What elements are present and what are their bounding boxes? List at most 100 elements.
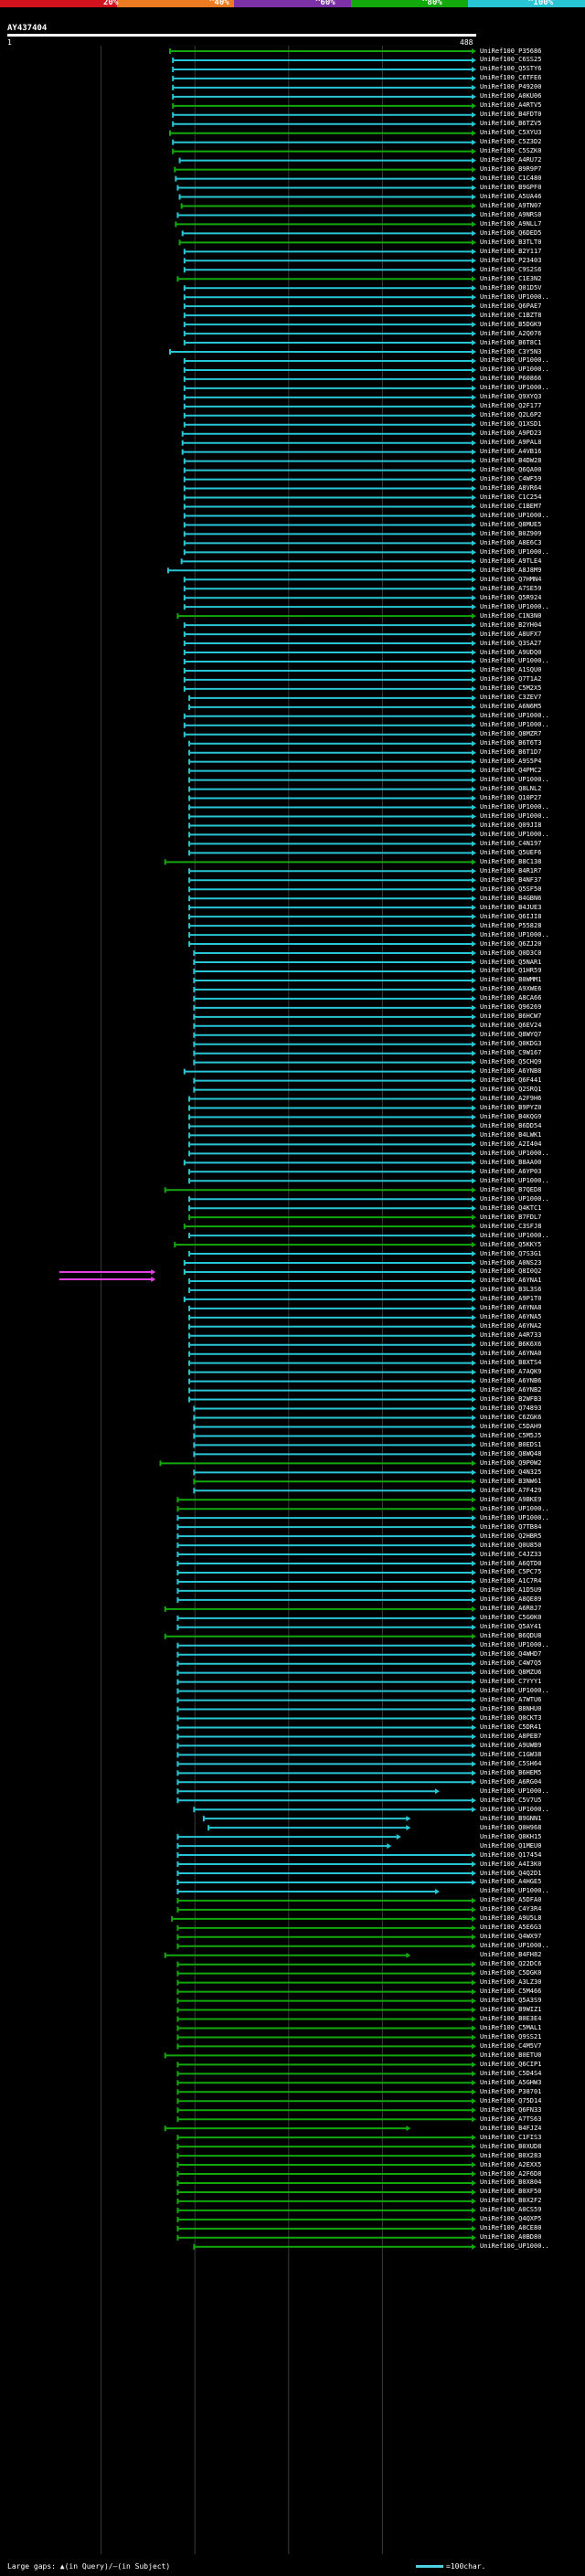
- hit-bar[interactable]: [183, 522, 476, 528]
- hit-label[interactable]: UniRef100_B0ETU0: [480, 2051, 542, 2059]
- hit-label[interactable]: UniRef100_A5DFA0: [480, 1896, 542, 1904]
- hit-label[interactable]: UniRef100_C1BZT8: [480, 311, 542, 319]
- hit-bar[interactable]: [188, 1378, 476, 1384]
- hit-bar[interactable]: [174, 1242, 476, 1248]
- hit-label[interactable]: UniRef100_C3SFJ8: [480, 1222, 542, 1230]
- hit-label[interactable]: UniRef100_B0EDS1: [480, 1440, 542, 1448]
- hit-label[interactable]: UniRef100_C1N3N0: [480, 611, 542, 620]
- hit-label[interactable]: UniRef100_C4WF59: [480, 475, 542, 483]
- hit-label[interactable]: UniRef100_Q4QXP5: [480, 2215, 542, 2223]
- hit-bar[interactable]: [176, 1497, 476, 1503]
- hit-bar[interactable]: [176, 1852, 476, 1859]
- hit-label[interactable]: UniRef100_Q10P27: [480, 794, 542, 802]
- hit-label[interactable]: UniRef100_Q5SF50: [480, 885, 542, 893]
- hit-label[interactable]: UniRef100_UP1000..: [480, 721, 549, 729]
- hit-label[interactable]: UniRef100_Q0U850: [480, 1541, 542, 1549]
- hit-label[interactable]: UniRef100_B2YH04: [480, 620, 542, 629]
- hit-label[interactable]: UniRef100_C6ZGK6: [480, 1414, 542, 1421]
- hit-bar[interactable]: [188, 813, 476, 820]
- hit-bar[interactable]: [183, 258, 476, 264]
- hit-label[interactable]: UniRef100_UP1000..: [480, 1149, 549, 1157]
- hit-label[interactable]: UniRef100_A6R8J7: [480, 1605, 542, 1613]
- hit-bar[interactable]: [193, 1479, 476, 1485]
- hit-bar[interactable]: [188, 1141, 476, 1148]
- hit-label[interactable]: UniRef100_Q6FN33: [480, 2105, 542, 2114]
- hit-bar[interactable]: [183, 1268, 476, 1275]
- hit-label[interactable]: UniRef100_B6T6T3: [480, 739, 542, 747]
- hit-label[interactable]: UniRef100_A4RU72: [480, 156, 542, 164]
- hit-bar[interactable]: [176, 1961, 476, 1967]
- hit-label[interactable]: UniRef100_UP1000..: [480, 1231, 549, 1239]
- hit-bar[interactable]: [183, 504, 476, 510]
- hit-label[interactable]: UniRef100_UP1000..: [480, 1513, 549, 1521]
- hit-bar[interactable]: [183, 249, 476, 255]
- hit-label[interactable]: UniRef100_A4HGE5: [480, 1878, 542, 1886]
- hit-bar[interactable]: [178, 157, 476, 164]
- hit-label[interactable]: UniRef100_B2Y117: [480, 247, 542, 255]
- hit-label[interactable]: UniRef100_B3L3S6: [480, 1286, 542, 1294]
- hit-label[interactable]: UniRef100_B6T1D7: [480, 748, 542, 757]
- hit-label[interactable]: UniRef100_Q3SA27: [480, 639, 542, 647]
- hit-bar[interactable]: [193, 986, 476, 992]
- hit-bar[interactable]: [193, 2243, 476, 2250]
- hit-label[interactable]: UniRef100_C1C480: [480, 175, 542, 183]
- hit-bar[interactable]: [193, 1013, 476, 1020]
- hit-label[interactable]: UniRef100_C4N197: [480, 839, 542, 847]
- hit-bar[interactable]: [176, 613, 476, 620]
- hit-bar[interactable]: [176, 1697, 476, 1703]
- hit-bar[interactable]: [188, 822, 476, 829]
- hit-bar[interactable]: [183, 1068, 476, 1075]
- hit-bar[interactable]: [172, 93, 476, 100]
- hit-label[interactable]: UniRef100_Q7T1A2: [480, 675, 542, 684]
- hit-label[interactable]: UniRef100_A9U5L8: [480, 1914, 542, 1923]
- hit-label[interactable]: UniRef100_C5M466: [480, 1988, 542, 1996]
- hit-bar[interactable]: [164, 2125, 411, 2132]
- hit-label[interactable]: UniRef100_C3Y5N3: [480, 347, 542, 355]
- hit-bar[interactable]: [183, 403, 476, 409]
- hit-bar[interactable]: [183, 667, 476, 673]
- hit-label[interactable]: UniRef100_B4JUE3: [480, 903, 542, 911]
- hit-label[interactable]: UniRef100_C5SZK0: [480, 147, 542, 155]
- hit-bar[interactable]: [176, 1743, 476, 1749]
- hit-bar[interactable]: [193, 1032, 476, 1038]
- hit-bar[interactable]: [188, 1096, 476, 1102]
- hit-label[interactable]: UniRef100_Q4WHD7: [480, 1650, 542, 1659]
- hit-bar[interactable]: [172, 148, 476, 154]
- hit-bar[interactable]: [188, 1287, 476, 1293]
- hit-label[interactable]: UniRef100_A0NS23: [480, 1258, 542, 1267]
- hit-label[interactable]: UniRef100_UP1000..: [480, 1805, 549, 1813]
- hit-bar[interactable]: [159, 1460, 476, 1467]
- hit-bar[interactable]: [183, 285, 476, 292]
- hit-label[interactable]: UniRef100_B0X283: [480, 2151, 542, 2159]
- hit-label[interactable]: UniRef100_UP1000..: [480, 1641, 549, 1649]
- hit-label[interactable]: UniRef100_A7AQK9: [480, 1368, 542, 1376]
- hit-bar[interactable]: [188, 886, 476, 893]
- hit-label[interactable]: UniRef100_Q4Q2D1: [480, 1869, 542, 1877]
- hit-label[interactable]: UniRef100_Q6IJI8: [480, 912, 542, 920]
- hit-label[interactable]: UniRef100_Q5NAR1: [480, 958, 542, 966]
- hit-label[interactable]: UniRef100_Q6ZJ20: [480, 939, 542, 948]
- hit-bar[interactable]: [188, 1233, 476, 1239]
- hit-label[interactable]: UniRef100_C1E3N2: [480, 274, 542, 282]
- hit-label[interactable]: UniRef100_C4M5V7: [480, 2041, 542, 2050]
- hit-bar[interactable]: [188, 914, 476, 920]
- hit-label[interactable]: UniRef100_P60866: [480, 375, 542, 383]
- hit-label[interactable]: UniRef100_Q1XSD1: [480, 420, 542, 429]
- hit-bar[interactable]: [176, 2016, 476, 2022]
- hit-label[interactable]: UniRef100_A1C7R4: [480, 1577, 542, 1585]
- hit-bar[interactable]: [176, 1861, 476, 1868]
- hit-label[interactable]: UniRef100_C5G0K0: [480, 1614, 542, 1622]
- hit-bar[interactable]: [188, 1277, 476, 1284]
- hit-bar[interactable]: [183, 658, 476, 664]
- hit-bar[interactable]: [176, 1660, 476, 1667]
- hit-label[interactable]: UniRef100_B9PYZ0: [480, 1104, 542, 1112]
- hit-label[interactable]: UniRef100_C4JZ33: [480, 1550, 542, 1558]
- hit-label[interactable]: UniRef100_A2F6D8: [480, 2169, 542, 2178]
- hit-bar[interactable]: [183, 294, 476, 301]
- hit-bar[interactable]: [176, 2007, 476, 2013]
- hit-bar[interactable]: [176, 2198, 476, 2204]
- hit-bar[interactable]: [176, 2135, 476, 2141]
- hit-bar[interactable]: [188, 1251, 476, 1257]
- hit-label[interactable]: UniRef100_B4GBN6: [480, 894, 542, 902]
- hit-label[interactable]: UniRef100_A1SQU0: [480, 666, 542, 674]
